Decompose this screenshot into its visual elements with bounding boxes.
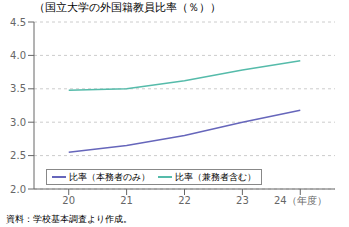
svg-text:22: 22 (178, 195, 191, 206)
svg-text:24（年度）: 24（年度） (274, 195, 327, 206)
html-text:比率（兼務者含む）: 比率（兼務者含む） (175, 172, 256, 182)
html-text:比率（本務者のみ）: 比率（本務者のみ） (69, 172, 150, 182)
svg-text:2.5: 2.5 (10, 150, 26, 161)
html-text:（国立大学の外国籍教員比率（％））: （国立大学の外国籍教員比率（％）） (34, 1, 221, 14)
svg-text:2.0: 2.0 (10, 184, 26, 195)
svg-text:4.0: 4.0 (10, 50, 26, 61)
html-text:資料：学校基本調査より作成。: 資料：学校基本調査より作成。 (6, 214, 132, 224)
svg-text:20: 20 (62, 195, 75, 206)
svg-text:23: 23 (236, 195, 249, 206)
svg-text:4.5: 4.5 (10, 17, 26, 28)
svg-text:21: 21 (120, 195, 133, 206)
svg-text:3.0: 3.0 (10, 117, 26, 128)
svg-text:3.5: 3.5 (10, 83, 26, 94)
